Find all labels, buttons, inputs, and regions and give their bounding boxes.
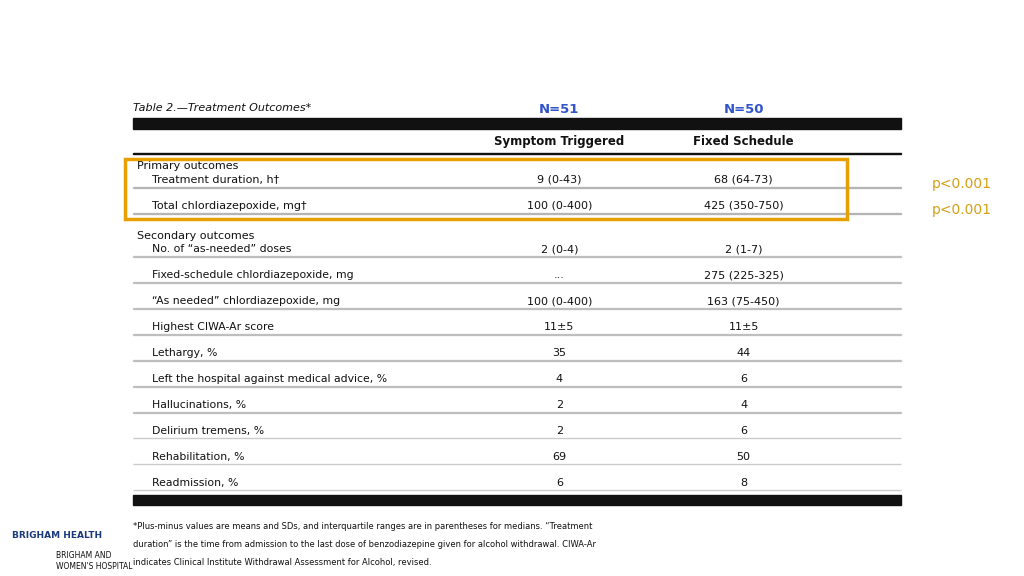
Text: 9 (0-43): 9 (0-43) xyxy=(538,175,582,185)
Bar xyxy=(133,334,901,335)
Bar xyxy=(133,308,901,309)
Text: Highest CIWA-Ar score: Highest CIWA-Ar score xyxy=(153,322,274,332)
Text: 2 (0-4): 2 (0-4) xyxy=(541,244,579,255)
Bar xyxy=(133,256,901,257)
Text: 11±5: 11±5 xyxy=(728,322,759,332)
Text: duration” is the time from admission to the last dose of benzodiazepine given fo: duration” is the time from admission to … xyxy=(133,540,596,549)
Bar xyxy=(133,360,901,361)
Text: Secondary outcomes: Secondary outcomes xyxy=(137,231,254,241)
Text: Table 2.—Treatment Outcomes*: Table 2.—Treatment Outcomes* xyxy=(133,103,311,112)
Text: Hallucinations, %: Hallucinations, % xyxy=(153,400,247,410)
Text: 68 (64-73): 68 (64-73) xyxy=(715,175,773,185)
Text: Readmission, %: Readmission, % xyxy=(153,478,239,488)
Text: N=51: N=51 xyxy=(540,103,580,116)
Text: *Plus-minus values are means and SDs, and interquartile ranges are in parenthese: *Plus-minus values are means and SDs, an… xyxy=(133,522,593,530)
Text: 11±5: 11±5 xyxy=(544,322,574,332)
Text: BRIGHAM AND
WOMEN'S HOSPITAL: BRIGHAM AND WOMEN'S HOSPITAL xyxy=(56,551,133,571)
Text: CIWA-Ar Outcomes vs Symptom Triggered: CIWA-Ar Outcomes vs Symptom Triggered xyxy=(23,35,877,69)
Text: ...: ... xyxy=(554,270,565,281)
Text: 6: 6 xyxy=(740,426,748,436)
Text: Symptom Triggered: Symptom Triggered xyxy=(495,135,625,149)
Text: 6: 6 xyxy=(556,478,563,488)
Bar xyxy=(133,213,901,214)
Text: Delirium tremens, %: Delirium tremens, % xyxy=(153,426,264,436)
Text: 2 (1-7): 2 (1-7) xyxy=(725,244,763,255)
Text: BRIGHAM HEALTH: BRIGHAM HEALTH xyxy=(12,531,102,540)
Bar xyxy=(133,282,901,283)
Text: 275 (225-325): 275 (225-325) xyxy=(703,270,783,281)
Text: 425 (350-750): 425 (350-750) xyxy=(703,201,783,211)
Text: “As needed” chlordiazepoxide, mg: “As needed” chlordiazepoxide, mg xyxy=(153,296,340,306)
Bar xyxy=(133,187,901,188)
Text: Treatment duration, h†: Treatment duration, h† xyxy=(153,175,280,185)
Bar xyxy=(133,118,901,129)
Text: 6: 6 xyxy=(740,374,748,384)
Text: 4: 4 xyxy=(740,400,748,410)
Text: Fixed Schedule: Fixed Schedule xyxy=(693,135,794,149)
Text: Total chlordiazepoxide, mg†: Total chlordiazepoxide, mg† xyxy=(153,201,307,211)
Text: Lethargy, %: Lethargy, % xyxy=(153,348,218,358)
Text: Rehabilitation, %: Rehabilitation, % xyxy=(153,452,245,462)
Text: Fixed-schedule chlordiazepoxide, mg: Fixed-schedule chlordiazepoxide, mg xyxy=(153,270,354,281)
Text: 8: 8 xyxy=(740,478,748,488)
Text: No. of “as-needed” doses: No. of “as-needed” doses xyxy=(153,244,292,255)
Text: 2: 2 xyxy=(556,426,563,436)
Text: 35: 35 xyxy=(552,348,566,358)
Text: p<0.001: p<0.001 xyxy=(932,177,992,191)
Text: 4: 4 xyxy=(556,374,563,384)
Text: indicates Clinical Institute Withdrawal Assessment for Alcohol, revised.: indicates Clinical Institute Withdrawal … xyxy=(133,558,432,567)
Text: 50: 50 xyxy=(736,452,751,462)
Text: p<0.001: p<0.001 xyxy=(932,203,992,217)
Text: Left the hospital against medical advice, %: Left the hospital against medical advice… xyxy=(153,374,387,384)
Text: Primary outcomes: Primary outcomes xyxy=(137,161,239,172)
Text: 100 (0-400): 100 (0-400) xyxy=(526,201,592,211)
Text: 163 (75-450): 163 (75-450) xyxy=(708,296,780,306)
Text: 2: 2 xyxy=(556,400,563,410)
Bar xyxy=(133,495,901,505)
Text: 69: 69 xyxy=(552,452,566,462)
Text: 100 (0-400): 100 (0-400) xyxy=(526,296,592,306)
Text: 44: 44 xyxy=(736,348,751,358)
Bar xyxy=(125,160,848,219)
Text: N=50: N=50 xyxy=(723,103,764,116)
Bar xyxy=(133,153,901,154)
